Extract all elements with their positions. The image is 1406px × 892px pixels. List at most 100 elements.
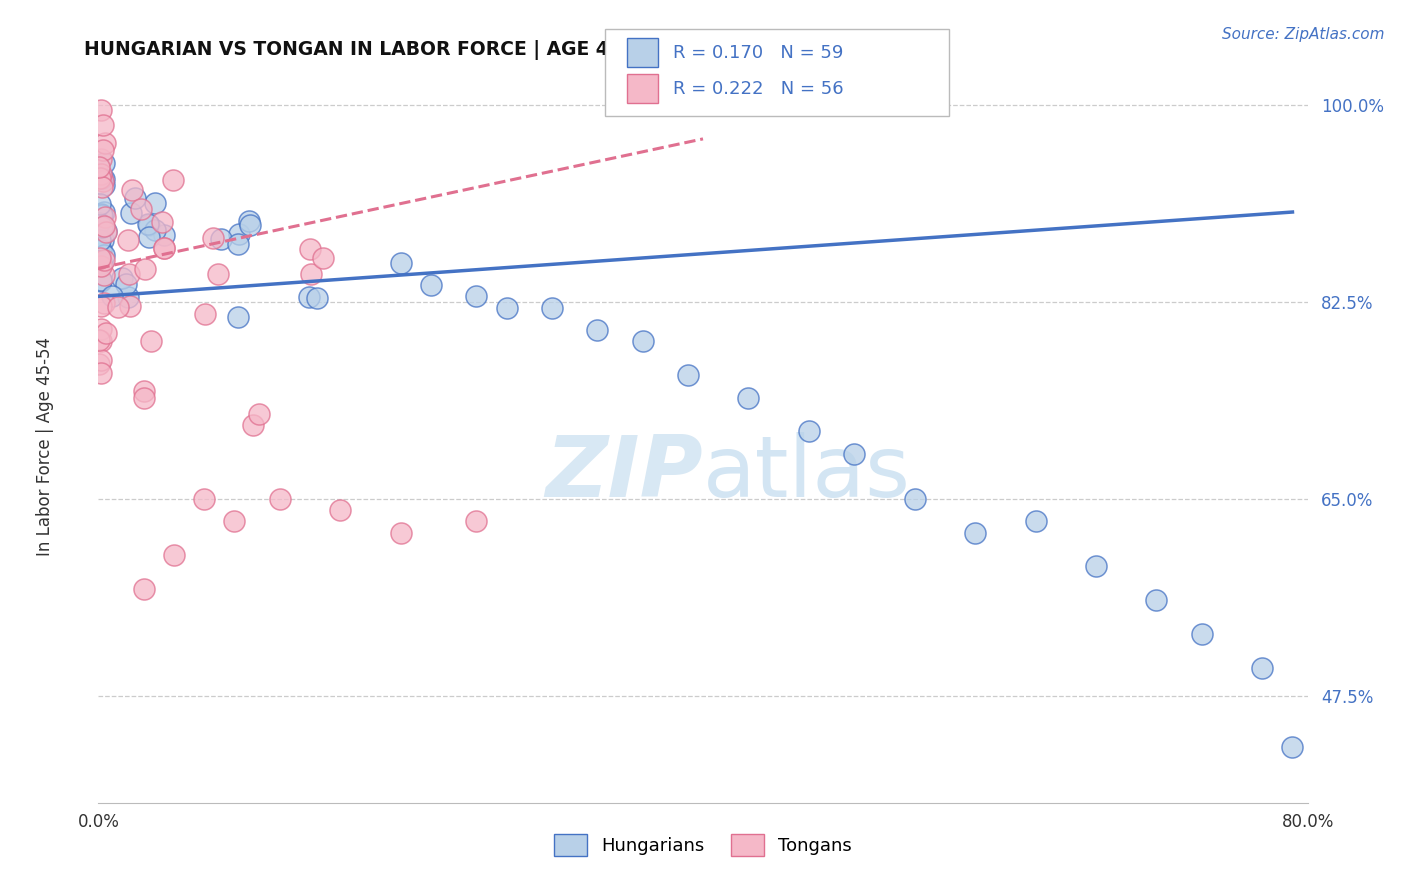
Point xyxy=(495,301,517,315)
Point xyxy=(1251,661,1274,675)
Point xyxy=(94,224,117,238)
Point xyxy=(89,233,111,247)
Point xyxy=(138,218,160,232)
Point xyxy=(89,333,111,347)
Point xyxy=(89,246,111,260)
Point xyxy=(89,160,111,174)
Point xyxy=(124,191,146,205)
Point xyxy=(132,391,155,405)
Point xyxy=(329,503,352,517)
Point xyxy=(101,289,124,303)
Point xyxy=(242,417,264,432)
Point xyxy=(90,255,112,269)
Point xyxy=(90,353,112,368)
Point xyxy=(209,232,232,246)
Point xyxy=(1024,515,1046,529)
Point xyxy=(93,219,115,234)
Point xyxy=(676,368,699,383)
Point xyxy=(465,289,488,303)
Point xyxy=(136,217,159,231)
Point xyxy=(540,301,562,315)
Point xyxy=(139,334,162,348)
Point xyxy=(117,233,139,247)
Point xyxy=(228,227,250,242)
Point xyxy=(311,251,333,265)
Point xyxy=(194,306,217,320)
Point xyxy=(247,407,270,421)
Text: atlas: atlas xyxy=(703,432,911,516)
Point xyxy=(152,228,174,243)
Legend: Hungarians, Tongans: Hungarians, Tongans xyxy=(547,827,859,863)
Point xyxy=(90,334,112,348)
Point xyxy=(94,225,117,239)
Point xyxy=(1191,627,1213,641)
Point xyxy=(143,196,166,211)
Point xyxy=(797,425,820,439)
Text: Source: ZipAtlas.com: Source: ZipAtlas.com xyxy=(1222,27,1385,42)
Point xyxy=(207,267,229,281)
Point xyxy=(298,290,321,304)
Point xyxy=(299,267,322,281)
Point xyxy=(224,515,246,529)
Point xyxy=(118,267,141,281)
Point xyxy=(90,103,112,117)
Point xyxy=(844,447,866,461)
Point xyxy=(904,491,927,506)
Point xyxy=(228,236,250,251)
Point xyxy=(586,323,609,337)
Point xyxy=(631,334,654,349)
Point xyxy=(1085,559,1108,574)
Point xyxy=(305,291,328,305)
Point xyxy=(420,278,443,293)
Point xyxy=(134,262,156,277)
Point xyxy=(93,252,115,267)
Text: ZIP: ZIP xyxy=(546,432,703,516)
Point xyxy=(93,205,115,219)
Point xyxy=(110,270,132,285)
Point xyxy=(121,183,143,197)
Point xyxy=(87,216,110,230)
Point xyxy=(132,582,155,596)
Point xyxy=(91,171,114,186)
Point xyxy=(93,248,115,262)
Point xyxy=(120,206,142,220)
Point xyxy=(91,180,114,194)
Point xyxy=(90,207,112,221)
Point xyxy=(153,241,176,255)
Point xyxy=(299,242,322,256)
Point xyxy=(138,229,160,244)
Point xyxy=(96,326,118,340)
Point xyxy=(239,218,262,232)
Point xyxy=(1144,593,1167,607)
Point xyxy=(93,172,115,186)
Point xyxy=(117,290,139,304)
Point xyxy=(163,548,186,562)
Point xyxy=(90,273,112,287)
Point xyxy=(150,215,173,229)
Text: In Labor Force | Age 45-54: In Labor Force | Age 45-54 xyxy=(37,336,53,556)
Point xyxy=(965,525,987,540)
Text: R = 0.222   N = 56: R = 0.222 N = 56 xyxy=(673,79,844,98)
Point xyxy=(93,144,115,158)
Point xyxy=(131,202,153,217)
Point xyxy=(737,391,759,405)
Point xyxy=(91,234,114,248)
Point xyxy=(228,310,250,324)
Point xyxy=(94,211,117,225)
Point xyxy=(89,170,111,185)
Text: HUNGARIAN VS TONGAN IN LABOR FORCE | AGE 45-54 CORRELATION CHART: HUNGARIAN VS TONGAN IN LABOR FORCE | AGE… xyxy=(84,40,887,60)
Point xyxy=(93,268,115,283)
Point xyxy=(90,243,112,257)
Point xyxy=(87,357,110,371)
Point xyxy=(90,168,112,182)
Point xyxy=(93,178,115,192)
Point xyxy=(269,491,291,506)
Point xyxy=(94,136,117,150)
Point xyxy=(132,384,155,399)
Point xyxy=(193,491,215,506)
Point xyxy=(91,119,114,133)
Point xyxy=(1281,739,1303,754)
Point xyxy=(91,174,114,188)
Point xyxy=(90,259,112,273)
Point xyxy=(162,173,184,187)
